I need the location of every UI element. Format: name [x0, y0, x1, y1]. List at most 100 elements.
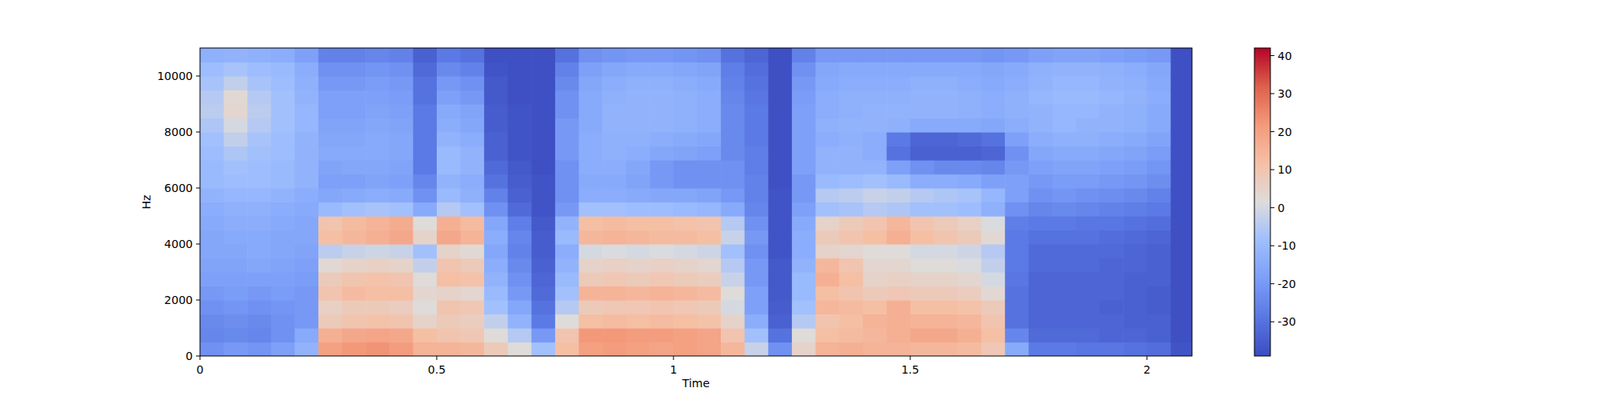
cell: [1004, 90, 1029, 105]
cell: [981, 90, 1006, 105]
cell: [673, 272, 698, 287]
cell: [696, 328, 721, 343]
cell: [1100, 104, 1124, 119]
cell: [886, 118, 911, 133]
cell: [768, 90, 792, 105]
cell: [1170, 118, 1192, 133]
cell: [1170, 174, 1192, 189]
cell: [508, 48, 532, 63]
cell: [436, 202, 461, 217]
cell: [1028, 244, 1053, 259]
cell: [508, 76, 532, 91]
cell: [1100, 230, 1124, 245]
cell: [365, 62, 390, 77]
colorbar-tick: [1270, 169, 1275, 171]
cell: [981, 202, 1006, 217]
cell: [1052, 76, 1076, 91]
cell: [933, 258, 958, 273]
cell: [673, 76, 698, 91]
cell: [1076, 76, 1100, 91]
cell: [696, 188, 721, 203]
cell: [1147, 62, 1172, 77]
cell: [863, 314, 888, 329]
x-tick: [672, 356, 674, 360]
cell: [436, 146, 461, 161]
cell: [484, 62, 508, 77]
cell: [744, 160, 769, 175]
cell: [579, 272, 604, 287]
cell: [365, 160, 390, 175]
cell: [744, 328, 769, 343]
cell: [886, 90, 911, 105]
cell: [484, 48, 508, 63]
colorbar-tick: [1270, 283, 1275, 284]
cell: [1147, 76, 1172, 91]
cell: [1076, 300, 1100, 315]
cell: [508, 216, 532, 231]
cell: [365, 314, 390, 329]
cell: [224, 272, 248, 287]
cell: [1123, 48, 1148, 63]
cell: [1100, 342, 1124, 357]
cell: [1004, 230, 1029, 245]
cell: [342, 62, 367, 77]
cell: [933, 314, 958, 329]
cell: [460, 272, 485, 287]
cell: [1147, 286, 1172, 301]
cell: [1147, 104, 1172, 119]
cell: [1147, 314, 1172, 329]
cell: [792, 132, 816, 147]
cell: [1123, 160, 1148, 175]
cell: [981, 146, 1006, 161]
x-tick: [436, 356, 437, 360]
cell: [412, 230, 437, 245]
cell: [981, 160, 1006, 175]
cell: [815, 216, 840, 231]
cell: [649, 104, 674, 119]
cell: [696, 258, 721, 273]
cell: [1170, 146, 1192, 161]
colorbar-tick: [1270, 207, 1275, 208]
colorbar-tick-label: 10: [1277, 163, 1292, 176]
cell: [957, 258, 982, 273]
cell: [1147, 188, 1172, 203]
cell: [271, 90, 296, 105]
cell: [342, 146, 367, 161]
cell: [933, 300, 958, 315]
cell: [673, 188, 698, 203]
cell: [1004, 314, 1029, 329]
cell: [555, 314, 580, 329]
cell: [1147, 202, 1172, 217]
cell: [886, 244, 911, 259]
cell: [720, 258, 745, 273]
cell: [696, 272, 721, 287]
cell: [910, 146, 935, 161]
cell: [863, 230, 888, 245]
x-tick-label: 1: [669, 363, 677, 376]
cell: [696, 146, 721, 161]
cell: [389, 202, 414, 217]
cell: [602, 286, 627, 301]
cell: [579, 202, 604, 217]
cell: [318, 48, 343, 63]
colorbar-tick-label: -30: [1277, 315, 1296, 328]
cell: [1004, 286, 1029, 301]
cell: [720, 146, 745, 161]
cell: [531, 328, 556, 343]
cell: [1100, 48, 1124, 63]
cell: [365, 76, 390, 91]
cell: [910, 76, 935, 91]
cell: [602, 146, 627, 161]
cell: [649, 132, 674, 147]
cell: [1052, 90, 1076, 105]
cell: [531, 62, 556, 77]
cell: [1123, 216, 1148, 231]
cell: [720, 272, 745, 287]
cell: [200, 286, 224, 301]
cell: [318, 90, 343, 105]
cell: [200, 300, 224, 315]
cell: [673, 48, 698, 63]
cell: [460, 328, 485, 343]
cell: [1147, 216, 1172, 231]
cell: [768, 272, 792, 287]
